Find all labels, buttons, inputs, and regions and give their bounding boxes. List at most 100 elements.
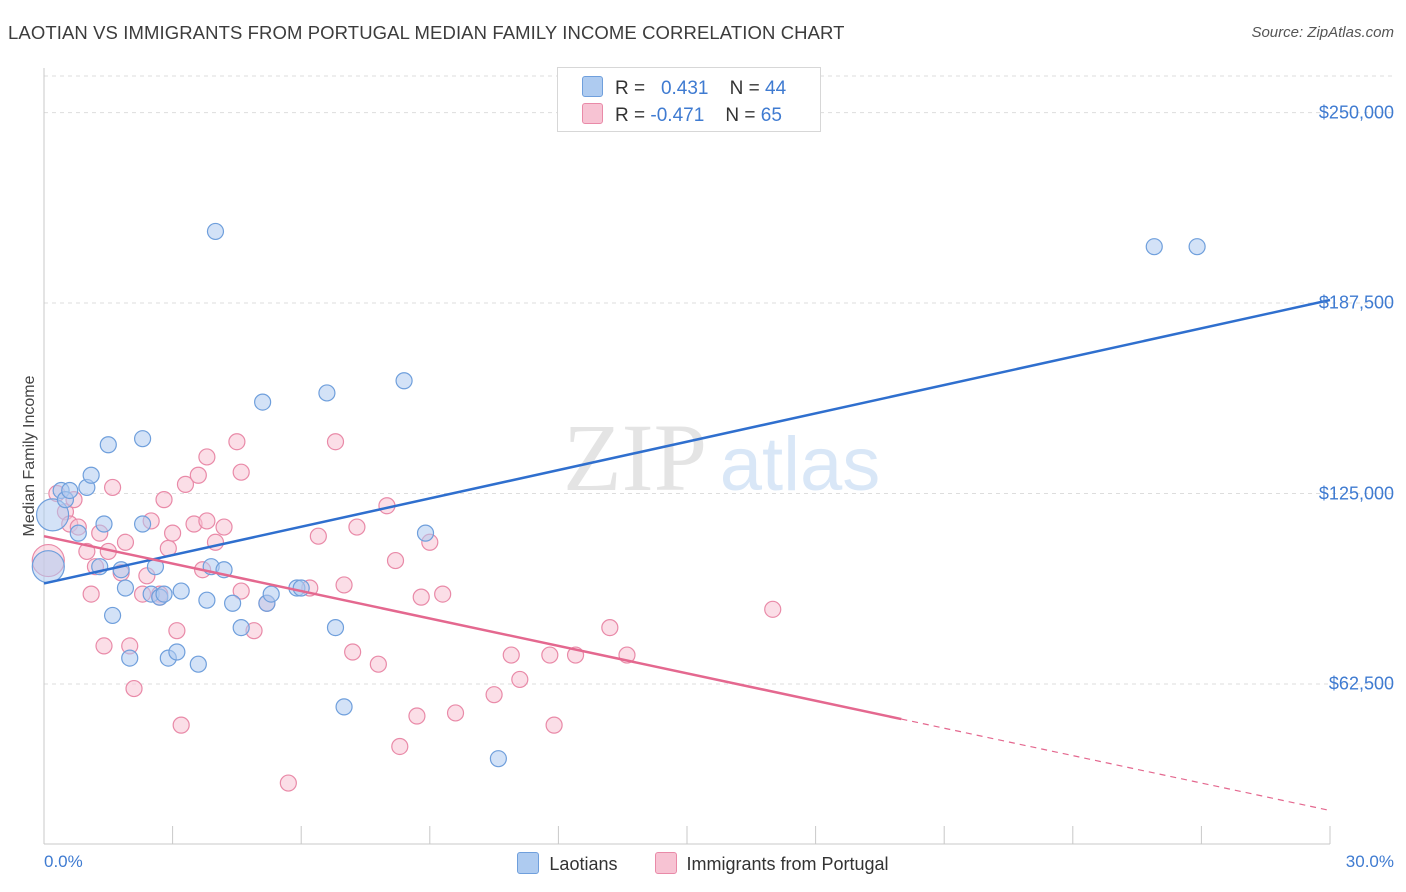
laotians-point <box>198 591 216 609</box>
x-tick-label-min: 0.0% <box>44 852 83 871</box>
y-tick-label: $250,000 <box>1318 102 1394 123</box>
laotians-point <box>95 515 113 533</box>
watermark-zip: ZIP <box>563 404 707 511</box>
laotians-point <box>335 698 353 716</box>
laotians-swatch <box>582 76 603 97</box>
portugal-point <box>545 716 563 734</box>
portugal-point <box>168 622 186 640</box>
portugal-point <box>485 686 503 704</box>
portugal-point <box>412 588 430 606</box>
portugal-point <box>369 655 387 673</box>
portugal-point <box>511 670 529 689</box>
portugal-point <box>391 737 409 756</box>
portugal-point <box>309 527 327 545</box>
portugal-point <box>348 518 366 536</box>
laotians-point <box>326 619 345 637</box>
portugal-trend-line-extension <box>901 718 1331 812</box>
portugal-point <box>335 576 353 594</box>
portugal-point <box>434 585 452 603</box>
portugal-point <box>446 704 465 722</box>
laotians-point <box>31 550 65 584</box>
x-tick-label-max: 30.0% <box>1345 852 1394 871</box>
laotians-trend-line <box>43 298 1331 585</box>
laotians-point <box>416 524 435 542</box>
portugal-point <box>103 478 122 497</box>
portugal-point <box>502 646 520 664</box>
y-tick-label: $187,500 <box>1318 292 1394 313</box>
laotians-point <box>254 393 272 411</box>
laotians-point <box>189 655 207 673</box>
stats-box: R = 0.431 N = 44 R = -0.471 N = 65 <box>557 67 821 132</box>
portugal-point <box>172 716 190 734</box>
portugal-point <box>408 707 426 725</box>
laotians-point <box>1145 238 1163 256</box>
laotians-point <box>262 585 280 603</box>
portugal-point <box>386 551 405 570</box>
r-label: R = <box>615 78 646 99</box>
laotians-point <box>232 619 250 637</box>
n-value: 65 <box>760 105 782 126</box>
laotians-point <box>121 649 139 667</box>
laotians-point <box>61 481 79 500</box>
portugal-point <box>541 646 559 664</box>
portugal-point <box>326 433 345 451</box>
laotians-point <box>35 498 70 532</box>
laotians-point <box>1188 238 1206 256</box>
laotians-point <box>168 643 186 661</box>
legend-item-portugal[interactable]: Immigrants from Portugal <box>654 852 889 875</box>
portugal-trend-line <box>43 534 902 721</box>
portugal-point <box>215 518 233 536</box>
laotians-point <box>155 585 173 603</box>
portugal-point <box>764 600 782 618</box>
n-value: 44 <box>765 78 787 99</box>
legend-label-portugal: Immigrants from Portugal <box>686 854 889 874</box>
n-label: N = <box>729 78 760 99</box>
legend-item-laotians[interactable]: Laotians <box>517 852 617 875</box>
laotians-point <box>133 430 152 448</box>
laotians-point <box>133 515 152 533</box>
laotians-point <box>82 466 100 484</box>
laotians-point <box>395 372 413 390</box>
portugal-point <box>279 774 297 792</box>
legend: Laotians Immigrants from Portugal <box>0 852 1406 875</box>
laotians-point <box>103 606 122 625</box>
y-tick-label: $125,000 <box>1318 483 1394 504</box>
portugal-point <box>116 533 135 551</box>
portugal-point <box>95 637 113 655</box>
stats-row-portugal: R = -0.471 N = 65 <box>582 103 782 127</box>
laotians-legend-swatch <box>517 852 540 874</box>
portugal-point <box>176 475 195 493</box>
portugal-point <box>601 619 619 637</box>
chart-title: LAOTIAN VS IMMIGRANTS FROM PORTUGAL MEDI… <box>8 22 845 43</box>
portugal-point <box>232 463 250 481</box>
legend-label-laotians: Laotians <box>549 854 618 874</box>
portugal-point <box>82 585 100 603</box>
stats-row-laotians: R = 0.431 N = 44 <box>582 76 786 100</box>
portugal-point <box>228 433 246 451</box>
laotians-point <box>99 436 117 454</box>
laotians-point <box>292 579 310 597</box>
laotians-point <box>318 384 336 402</box>
portugal-point <box>198 512 216 530</box>
laotians-point <box>224 594 242 612</box>
portugal-point <box>164 524 182 542</box>
r-value: 0.431 <box>660 78 709 99</box>
portugal-point <box>155 491 173 509</box>
source-credit: Source: ZipAtlas.com <box>1251 24 1394 41</box>
portugal-swatch <box>582 103 603 124</box>
portugal-point <box>344 643 362 661</box>
portugal-point <box>232 582 250 600</box>
watermark-atlas: atlas <box>720 422 881 507</box>
portugal-point <box>189 466 207 484</box>
portugal-point <box>125 679 143 698</box>
laotians-point <box>172 582 190 600</box>
n-label: N = <box>725 105 756 126</box>
laotians-point <box>489 750 507 768</box>
r-label: R = <box>615 105 646 126</box>
portugal-legend-swatch <box>654 852 677 874</box>
laotians-point <box>116 579 135 597</box>
y-tick-label: $62,500 <box>1328 673 1394 694</box>
r-value: -0.471 <box>650 105 705 126</box>
laotians-point <box>206 222 225 241</box>
